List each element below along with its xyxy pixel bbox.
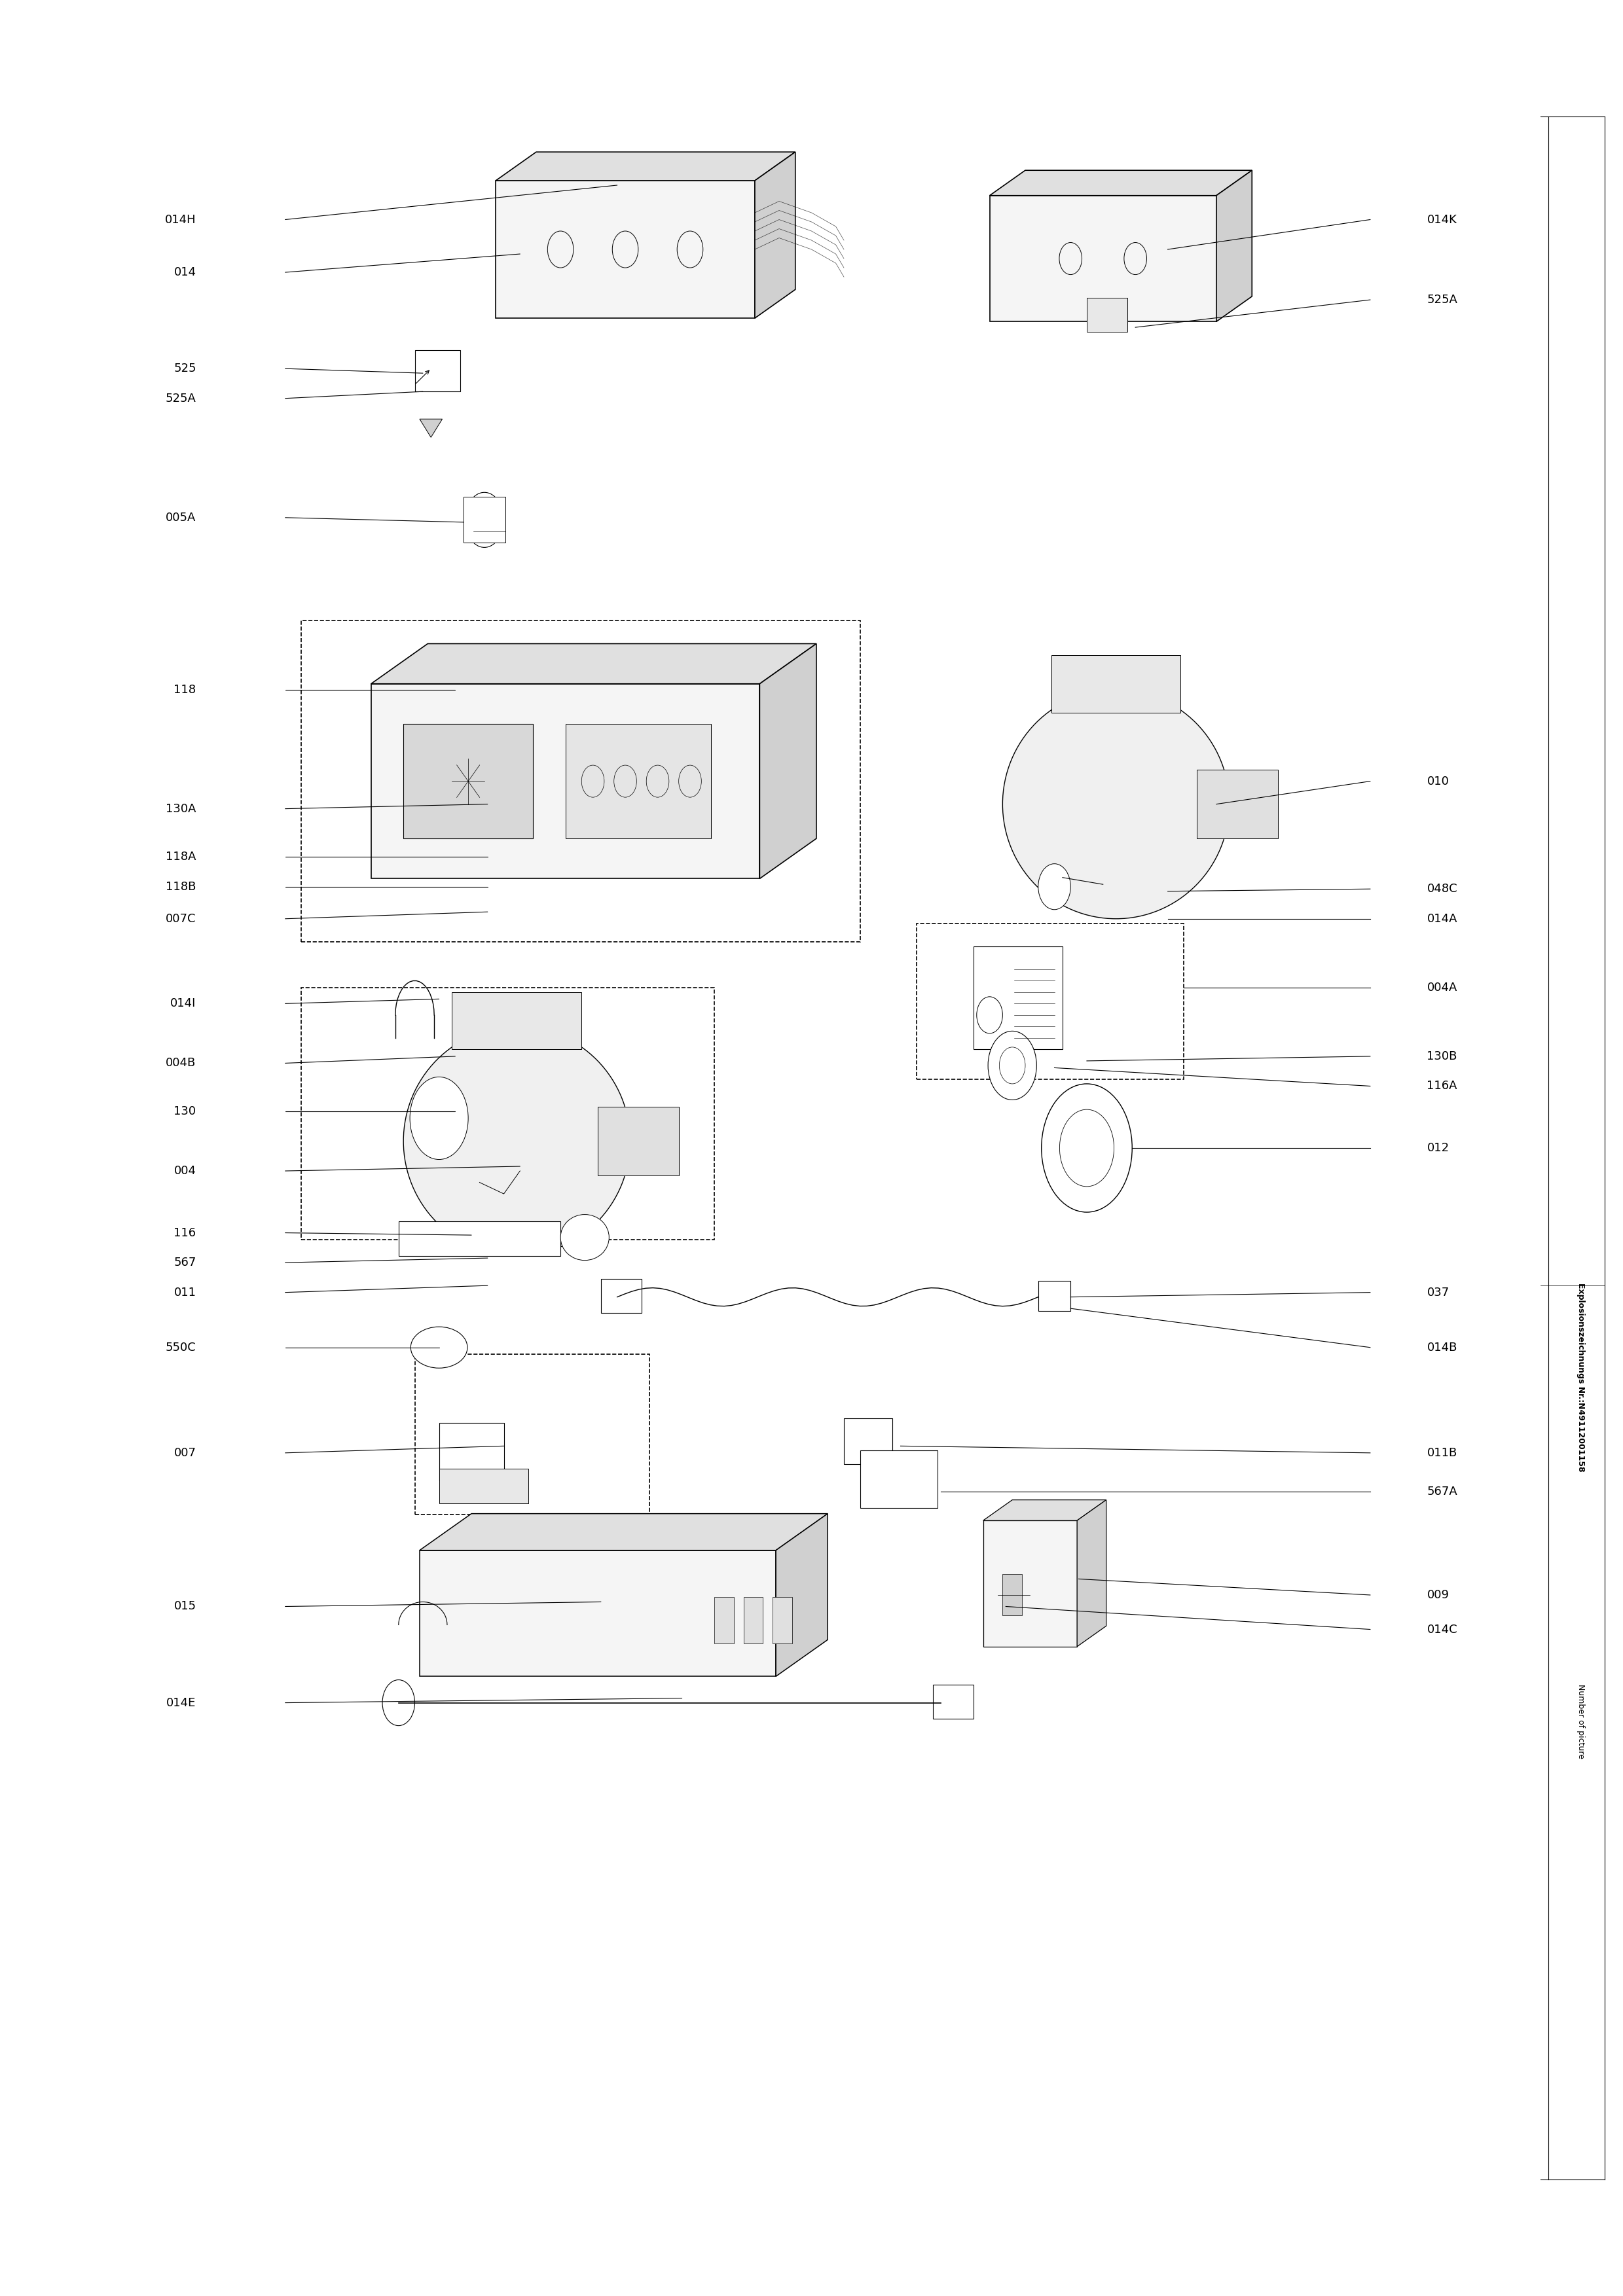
Text: 007C: 007C <box>166 914 196 925</box>
Bar <box>1196 769 1277 838</box>
Bar <box>1003 1575 1022 1616</box>
Text: 005A: 005A <box>166 512 196 523</box>
Bar <box>1039 1281 1071 1311</box>
Polygon shape <box>420 420 443 436</box>
Circle shape <box>411 1077 467 1159</box>
Text: 011B: 011B <box>1427 1446 1457 1458</box>
Polygon shape <box>495 152 795 181</box>
Polygon shape <box>420 1513 828 1550</box>
Text: 567A: 567A <box>1427 1486 1457 1497</box>
Bar <box>463 496 505 542</box>
Text: 012: 012 <box>1427 1141 1449 1155</box>
Polygon shape <box>495 181 755 319</box>
Bar <box>773 1598 792 1644</box>
Text: 037: 037 <box>1427 1286 1449 1297</box>
Polygon shape <box>984 1499 1107 1520</box>
Polygon shape <box>1078 1499 1107 1646</box>
Text: 567: 567 <box>174 1256 196 1267</box>
Text: 014E: 014E <box>167 1697 196 1708</box>
Bar <box>415 1355 649 1515</box>
Circle shape <box>988 1031 1037 1100</box>
Polygon shape <box>984 1520 1078 1646</box>
Text: 118: 118 <box>174 684 196 696</box>
Text: 014H: 014H <box>166 214 196 225</box>
Text: 014A: 014A <box>1427 914 1457 925</box>
Text: 116: 116 <box>174 1226 196 1240</box>
Bar <box>451 992 581 1049</box>
Text: 010: 010 <box>1427 776 1449 788</box>
Text: 048C: 048C <box>1427 884 1457 895</box>
Polygon shape <box>990 170 1251 195</box>
Polygon shape <box>1216 170 1251 321</box>
Bar <box>714 1598 734 1644</box>
Text: 550C: 550C <box>166 1341 196 1352</box>
Text: 118A: 118A <box>166 852 196 863</box>
Text: Explosionszeichnungs Nr.:N49112001158: Explosionszeichnungs Nr.:N49112001158 <box>1576 1283 1586 1472</box>
Text: 014I: 014I <box>170 999 196 1010</box>
Bar <box>597 1107 678 1176</box>
Text: 014: 014 <box>174 266 196 278</box>
Bar <box>1052 654 1180 712</box>
Bar <box>399 1221 560 1256</box>
Text: 004B: 004B <box>166 1056 196 1070</box>
Bar <box>974 946 1063 1049</box>
Text: 130A: 130A <box>166 804 196 815</box>
Text: 007: 007 <box>174 1446 196 1458</box>
Text: 118B: 118B <box>166 882 196 893</box>
Polygon shape <box>776 1513 828 1676</box>
Text: 015: 015 <box>174 1600 196 1612</box>
Bar <box>933 1685 974 1720</box>
Bar <box>440 1424 503 1481</box>
Text: 014K: 014K <box>1427 214 1457 225</box>
Bar <box>404 723 532 838</box>
Circle shape <box>383 1681 415 1727</box>
Bar <box>302 987 714 1240</box>
Text: 011: 011 <box>174 1286 196 1297</box>
Text: 130: 130 <box>174 1104 196 1118</box>
Bar <box>565 723 711 838</box>
Polygon shape <box>420 1550 776 1676</box>
Bar <box>1087 298 1128 333</box>
Text: 116A: 116A <box>1427 1079 1457 1093</box>
Ellipse shape <box>404 1026 630 1256</box>
Ellipse shape <box>560 1215 609 1261</box>
Text: 525A: 525A <box>166 393 196 404</box>
Bar <box>415 351 459 393</box>
Bar <box>302 620 860 941</box>
Ellipse shape <box>1003 689 1229 918</box>
Ellipse shape <box>411 1327 467 1368</box>
Polygon shape <box>755 152 795 319</box>
Bar <box>440 1469 527 1504</box>
Bar <box>601 1279 641 1313</box>
Text: 130B: 130B <box>1427 1049 1457 1063</box>
Text: 014C: 014C <box>1427 1623 1457 1635</box>
Bar <box>743 1598 763 1644</box>
Bar <box>860 1451 938 1508</box>
Text: 004A: 004A <box>1427 983 1457 994</box>
Circle shape <box>464 491 503 546</box>
Circle shape <box>1039 863 1071 909</box>
Text: 014B: 014B <box>1427 1341 1457 1352</box>
Polygon shape <box>990 195 1216 321</box>
Polygon shape <box>760 643 816 879</box>
Text: 004: 004 <box>174 1164 196 1178</box>
Polygon shape <box>372 684 760 879</box>
Text: 525A: 525A <box>1427 294 1457 305</box>
Bar <box>844 1419 893 1465</box>
Text: 009: 009 <box>1427 1589 1449 1600</box>
Text: 525: 525 <box>174 363 196 374</box>
Text: Number of picture: Number of picture <box>1576 1683 1586 1759</box>
Bar <box>917 923 1183 1079</box>
Polygon shape <box>372 643 816 684</box>
